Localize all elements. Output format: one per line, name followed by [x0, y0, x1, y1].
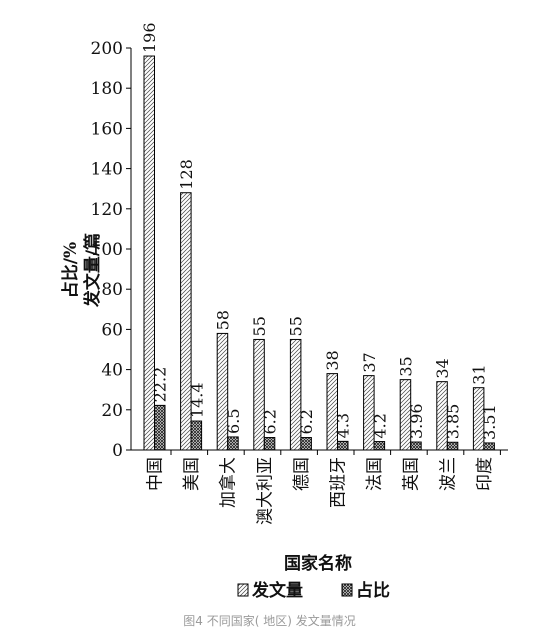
legend-label: 占比	[356, 580, 390, 601]
x-tick-label: 中国	[146, 457, 166, 491]
bar-publications	[253, 338, 265, 451]
bar-value-label: 196	[140, 22, 159, 53]
x-tick-label: 美国	[182, 457, 202, 491]
bar-value-label: 6.5	[224, 408, 243, 433]
bar-value-label: 58	[213, 310, 232, 330]
y-tick-label: 160	[91, 119, 123, 139]
x-tick-label: 西班牙	[329, 457, 349, 508]
x-tick-label: 加拿大	[218, 457, 239, 508]
bar-publications	[143, 55, 155, 451]
y-axis-title-line: 发文量/篇	[82, 233, 103, 308]
bar-publications	[216, 332, 229, 451]
y-tick-label: 20	[101, 401, 123, 421]
legend-swatch	[341, 583, 353, 597]
bar-share	[300, 437, 312, 451]
bar-publications	[363, 375, 375, 451]
bar-value-label: 31	[470, 364, 489, 384]
bar-share	[410, 441, 422, 451]
bar-share	[263, 437, 276, 451]
x-tick-label: 澳大利亚	[255, 457, 275, 525]
y-tick-label: 60	[101, 320, 123, 340]
bar-value-label: 3.51	[480, 404, 499, 440]
bar-publications	[180, 192, 192, 451]
x-tick-label: 英国	[402, 457, 422, 491]
figure-caption: 图4 不同国家( 地区) 发文量情况	[183, 614, 356, 628]
bar-value-label: 4.3	[334, 413, 353, 438]
y-tick-label: 200	[91, 39, 123, 59]
bar-value-label: 35	[396, 356, 415, 376]
bar-value-label: 4.2	[370, 413, 389, 438]
bar-share	[483, 442, 495, 451]
bar-share	[154, 404, 166, 451]
y-tick-label: 100	[91, 240, 123, 260]
y-tick-label: 0	[112, 441, 123, 461]
y-tick-label: 180	[91, 79, 123, 99]
y-tick-label: 80	[101, 280, 123, 300]
bar-value-label: 6.2	[261, 409, 280, 434]
bar-publications	[399, 379, 412, 451]
bar-chart: 0 20 40 60 80 100 120 140 160 180 200 占比/% 发文量/篇 196 2…	[60, 22, 508, 601]
plot-area: 0 20 40 60 80 100 120 140 160 180 200 占比/% 发文量/篇 196 2…	[60, 22, 508, 601]
bar-value-label: 3.85	[444, 404, 463, 440]
bar-value-label: 3.96	[407, 403, 426, 439]
y-axis-title-line: 占比/%	[60, 242, 81, 298]
x-tick-label: 波兰	[438, 457, 458, 491]
bar-share	[337, 440, 349, 451]
bar-value-label: 128	[177, 159, 196, 190]
legend-label: 发文量	[251, 580, 303, 601]
bar-value-label: 6.2	[297, 409, 316, 434]
x-tick-label: 德国	[292, 457, 312, 491]
bar-publications	[436, 381, 448, 451]
bar-value-label: 55	[250, 316, 269, 336]
bar-publications	[326, 373, 338, 451]
bar-value-label: 22.2	[151, 367, 170, 403]
bar-value-label: 37	[360, 352, 379, 372]
bar-publications	[289, 338, 302, 451]
bar-value-label: 38	[323, 350, 342, 370]
legend-swatch	[237, 583, 249, 597]
bar-value-label: 55	[287, 316, 306, 336]
bar-value-label: 34	[433, 358, 452, 378]
bar-share	[190, 420, 203, 451]
bar-share	[446, 441, 459, 451]
y-tick-label: 120	[91, 200, 123, 220]
x-axis-title: 国家名称	[284, 553, 352, 574]
x-tick-label: 印度	[475, 457, 495, 491]
bar-publications	[472, 387, 485, 451]
x-tick-label: 法国	[365, 457, 385, 491]
y-tick-label: 140	[91, 160, 123, 180]
bar-share	[227, 436, 239, 451]
y-tick-label: 40	[101, 361, 123, 381]
bar-share	[373, 441, 386, 451]
bar-value-label: 14.4	[187, 382, 206, 418]
